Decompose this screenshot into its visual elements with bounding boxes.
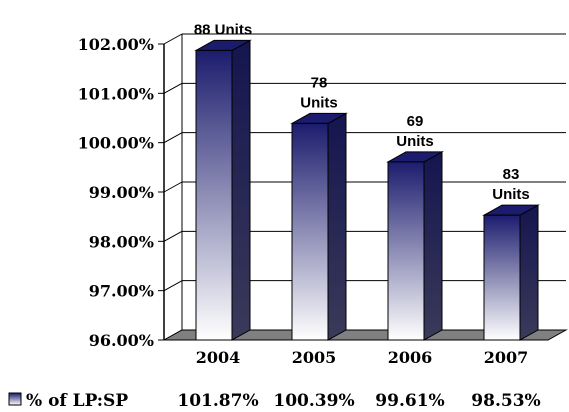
x-tick-label: 2004 xyxy=(196,348,241,367)
bars xyxy=(194,39,540,341)
bar xyxy=(195,49,233,341)
table-value: 101.87% xyxy=(177,391,258,411)
labels: 88 Units 2004 78 Units 2005 69 Units 2006 83 Unit… xyxy=(194,21,530,367)
data-label: Units xyxy=(300,94,338,111)
y-tick-label: 101.00% xyxy=(78,84,154,103)
data-label: 83 xyxy=(503,166,520,183)
y-tick-label: 102.00% xyxy=(78,35,154,54)
data-label: Units xyxy=(396,133,434,150)
y-tick-label: 97.00% xyxy=(89,282,154,301)
gridline-depth xyxy=(163,33,183,45)
bar-side xyxy=(231,39,251,341)
table-value: 100.39% xyxy=(273,391,354,411)
bar-side xyxy=(327,112,347,341)
gridline-depth xyxy=(163,280,183,292)
bar xyxy=(483,214,521,341)
x-tick-label: 2005 xyxy=(292,348,337,367)
y-tick-label: 98.00% xyxy=(89,232,154,251)
legend-label: % of LP:SP xyxy=(26,391,128,411)
x-tick-label: 2007 xyxy=(484,348,529,367)
bar xyxy=(387,161,425,341)
data-table: 101.87% 100.39% 99.61% 98.53% % of LP:SP xyxy=(8,391,541,411)
table-value: 99.61% xyxy=(375,391,444,411)
gridline-depth xyxy=(163,181,183,193)
data-label: 69 xyxy=(407,113,424,130)
legend-swatch xyxy=(8,392,22,406)
y-tick-label: 99.00% xyxy=(89,183,154,202)
data-label: 88 Units xyxy=(194,21,252,38)
gridline-depth xyxy=(163,230,183,242)
bar xyxy=(291,122,329,341)
y-tick-label: 100.00% xyxy=(78,134,154,153)
gridline-depth xyxy=(163,132,183,144)
y-tick-label: 96.00% xyxy=(89,331,154,350)
table-value: 98.53% xyxy=(471,391,540,411)
data-label: 78 xyxy=(311,74,328,91)
bar-side xyxy=(519,204,539,341)
gridline-depth xyxy=(163,82,183,94)
bar-side xyxy=(423,151,443,341)
axes: 96.00% 97.00% 98.00% 99.00% 100.00% 101.00% 10… xyxy=(78,34,568,350)
data-label: Units xyxy=(492,186,530,203)
x-tick-label: 2006 xyxy=(388,348,433,367)
